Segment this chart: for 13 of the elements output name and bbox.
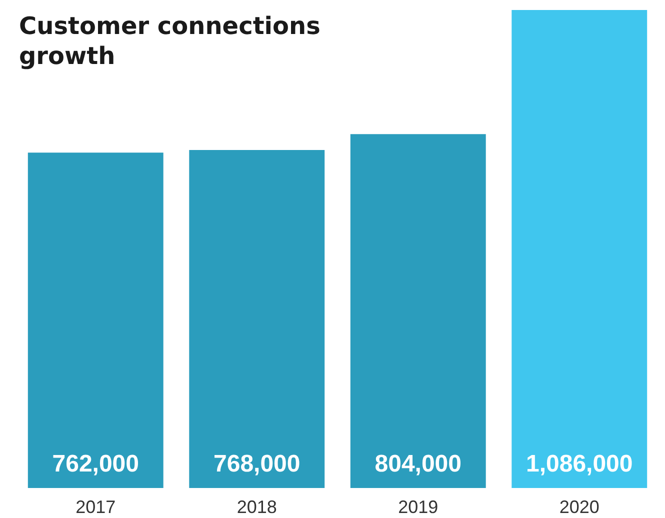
data-label: 768,000 xyxy=(213,450,300,478)
data-label: 762,000 xyxy=(52,450,140,478)
x-tick-label: 2020 xyxy=(559,497,600,517)
x-tick-label: 2018 xyxy=(236,497,277,517)
x-tick-label: 2017 xyxy=(76,497,116,517)
bar xyxy=(189,150,325,488)
bar xyxy=(350,134,486,488)
bar xyxy=(512,10,648,488)
data-label: 1,086,000 xyxy=(526,450,633,478)
data-label: 804,000 xyxy=(374,450,462,478)
text: Customer connections growth xyxy=(19,12,329,70)
x-tick-label: 2019 xyxy=(398,497,438,517)
bar xyxy=(28,152,164,488)
